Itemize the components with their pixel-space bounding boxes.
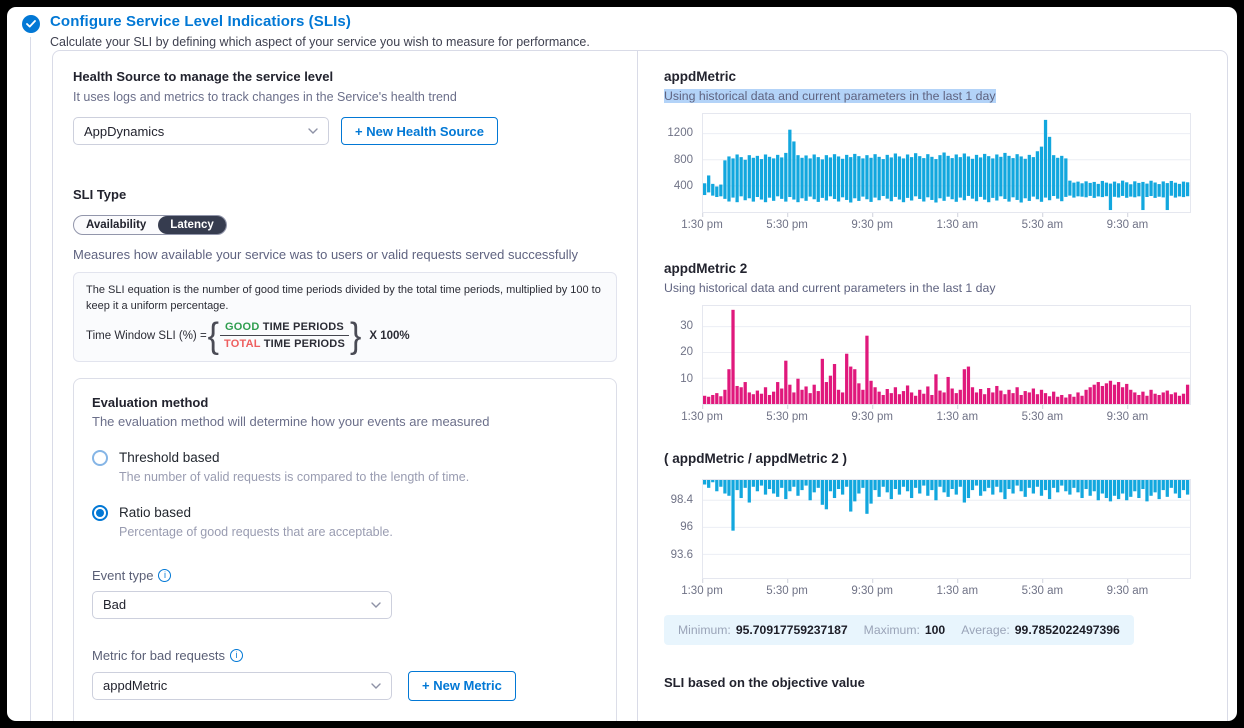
health-source-select[interactable]: AppDynamics bbox=[73, 117, 329, 145]
chart-title: ( appdMetric / appdMetric 2 ) bbox=[664, 451, 848, 466]
sli-type-description: Measures how available your service was … bbox=[73, 247, 579, 262]
minimum-value: 95.70917759237187 bbox=[735, 623, 848, 637]
ratio-radio-row[interactable]: Ratio based bbox=[92, 504, 598, 521]
check-circle-icon bbox=[22, 15, 40, 33]
sli-objective-heading: SLI based on the objective value bbox=[664, 675, 865, 690]
brace-close: } bbox=[349, 315, 362, 356]
tab-availability[interactable]: Availability bbox=[86, 219, 147, 231]
evaluation-method-box: Evaluation method The evaluation method … bbox=[73, 377, 617, 721]
average-label: Average: bbox=[961, 623, 1010, 637]
metric-bad-value: appdMetric bbox=[103, 678, 168, 694]
sli-type-tabs: Availability Latency bbox=[73, 215, 227, 235]
chevron-down-icon bbox=[371, 683, 381, 689]
sli-equation-formula: Time Window SLI (%) = { GOOD TIME PERIOD… bbox=[86, 315, 604, 356]
total-term: TOTAL bbox=[224, 338, 261, 351]
chart-subtitle: Using historical data and current parame… bbox=[664, 89, 1191, 103]
equation-lhs: Time Window SLI (%) = bbox=[86, 329, 207, 342]
sli-stats-bar: Minimum: 95.70917759237187 Maximum: 100 Av… bbox=[664, 615, 1134, 645]
chart-title: appdMetric bbox=[664, 69, 737, 84]
health-source-description: It uses logs and metrics to track change… bbox=[73, 90, 457, 104]
chart-subtitle-text: Using historical data and current parame… bbox=[664, 281, 996, 295]
stepper-connector-line bbox=[30, 37, 31, 721]
total-term-rest: TIME PERIODS bbox=[260, 338, 345, 351]
health-source-label: Health Source to manage the service leve… bbox=[73, 69, 334, 84]
sli-equation-text: The SLI equation is the number of good t… bbox=[86, 284, 601, 312]
maximum-label: Maximum: bbox=[863, 623, 920, 637]
info-icon[interactable] bbox=[158, 568, 172, 582]
maximum-value: 100 bbox=[924, 623, 946, 637]
ratio-radio[interactable] bbox=[92, 504, 108, 521]
sli-config-card: Health Source to manage the service leve… bbox=[52, 50, 1228, 721]
good-term: GOOD bbox=[225, 321, 260, 334]
metric-bad-select[interactable]: appdMetric bbox=[92, 671, 392, 700]
minimum-label: Minimum: bbox=[678, 623, 731, 637]
page-subtitle: Calculate your SLI by defining which asp… bbox=[50, 35, 590, 49]
chart-subtitle: Using historical data and current parame… bbox=[664, 281, 1191, 295]
health-source-value: AppDynamics bbox=[84, 123, 165, 139]
chevron-down-icon bbox=[371, 602, 381, 608]
evaluation-method-label: Evaluation method bbox=[92, 394, 209, 410]
sli-form-pane: Health Source to manage the service leve… bbox=[53, 51, 638, 721]
metric-bad-label-row: Metric for bad requests bbox=[92, 648, 598, 663]
ratio-radio-description: Percentage of good requests that are acc… bbox=[119, 524, 393, 539]
event-type-label-row: Event type bbox=[92, 568, 598, 583]
threshold-radio[interactable] bbox=[92, 449, 108, 466]
threshold-radio-label: Threshold based bbox=[119, 450, 220, 466]
x-axis: 1:30 pm 5:30 pm 9:30 pm 1:30 am 5:30 am 9:30 … bbox=[681, 213, 1149, 231]
chart-plot-area bbox=[702, 479, 1191, 579]
page-title: Configure Service Level Indicatiors (SLI… bbox=[50, 13, 351, 30]
threshold-radio-description: The number of valid requests is compared… bbox=[119, 469, 470, 484]
radio-option-ratio: Ratio based Percentage of good requests … bbox=[92, 504, 598, 539]
chart-ratio: ( appdMetric / appdMetric 2 ) 93.6 96 98.4… bbox=[664, 451, 1191, 599]
tab-latency[interactable]: Latency bbox=[158, 216, 226, 234]
threshold-radio-row[interactable]: Threshold based bbox=[92, 449, 598, 466]
chart-plot-area bbox=[702, 113, 1191, 213]
equation-rhs: X 100% bbox=[369, 329, 410, 342]
chart-title: appdMetric 2 bbox=[664, 261, 748, 276]
equation-fraction: GOOD TIME PERIODS TOTAL TIME PERIODS bbox=[220, 320, 349, 351]
event-type-label: Event type bbox=[92, 567, 154, 583]
y-axis: 93.6 96 98.4 bbox=[670, 494, 693, 561]
event-type-value: Bad bbox=[103, 597, 127, 613]
metric-bad-label: Metric for bad requests bbox=[92, 647, 225, 663]
charts-pane: appdMetric Using historical data and cur… bbox=[638, 51, 1227, 721]
ratio-radio-label: Ratio based bbox=[119, 505, 192, 521]
new-metric-bad-button[interactable]: + New Metric bbox=[408, 670, 516, 701]
chart-appdmetric-2: appdMetric 2 Using historical data and c… bbox=[664, 261, 1191, 425]
sli-type-label: SLI Type bbox=[73, 187, 127, 202]
step-header: Configure Service Level Indicatiors (SLI… bbox=[22, 13, 590, 49]
radio-option-threshold: Threshold based The number of valid requ… bbox=[92, 449, 598, 484]
y-axis: 10 20 30 bbox=[680, 320, 693, 385]
chart-appdmetric: appdMetric Using historical data and cur… bbox=[664, 69, 1191, 233]
x-axis: 1:30 pm 5:30 pm 9:30 pm 1:30 am 5:30 am 9:30 … bbox=[681, 579, 1149, 597]
chevron-down-icon bbox=[308, 128, 318, 134]
info-icon[interactable] bbox=[229, 648, 243, 662]
x-axis: 1:30 pm 5:30 pm 9:30 pm 1:30 am 5:30 am 9:30 … bbox=[681, 405, 1149, 423]
average-value: 99.7852022497396 bbox=[1014, 623, 1120, 637]
screen: Configure Service Level Indicatiors (SLI… bbox=[7, 7, 1237, 721]
event-type-select[interactable]: Bad bbox=[92, 590, 392, 619]
chart-plot-area bbox=[702, 305, 1191, 405]
new-health-source-button[interactable]: + New Health Source bbox=[341, 117, 498, 145]
sli-equation-box: The SLI equation is the number of good t… bbox=[73, 272, 617, 362]
chart-subtitle-text: Using historical data and current parame… bbox=[664, 89, 996, 103]
y-axis: 400 800 1200 bbox=[667, 127, 693, 192]
brace-open: { bbox=[207, 315, 220, 356]
evaluation-method-description: The evaluation method will determine how… bbox=[92, 413, 490, 429]
good-term-rest: TIME PERIODS bbox=[259, 321, 344, 334]
